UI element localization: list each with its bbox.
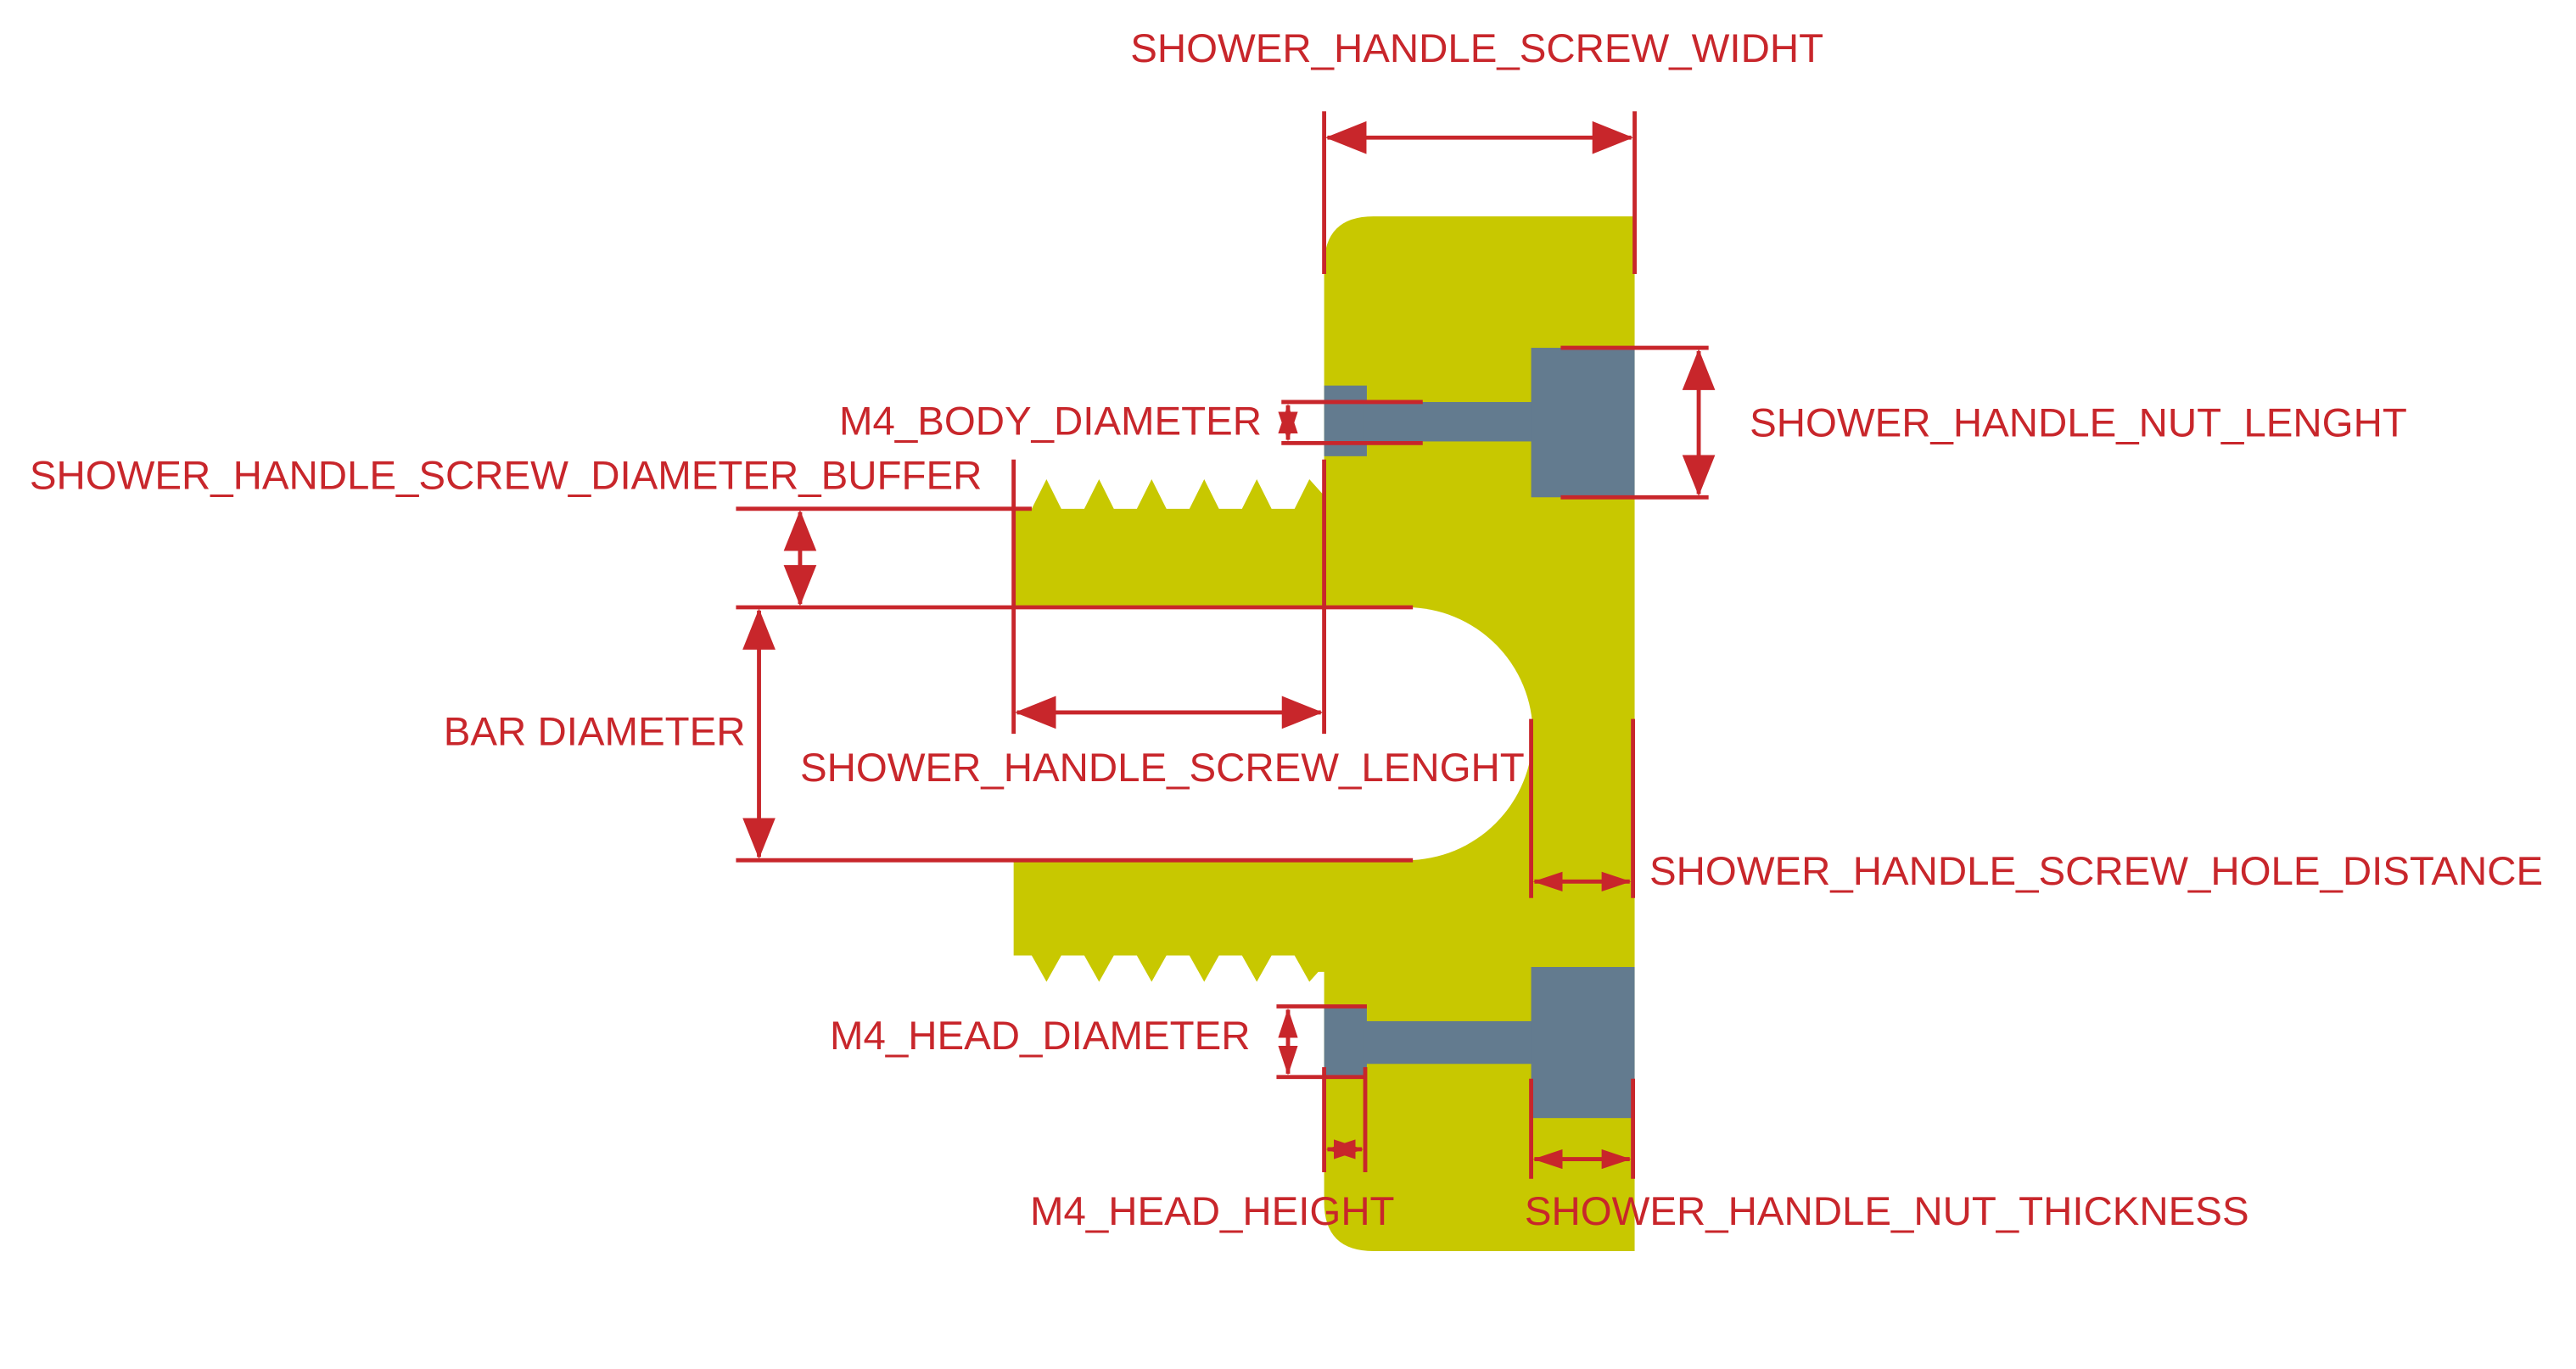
label-m4-head-diameter: M4_HEAD_DIAMETER [830,1014,1250,1059]
dim-bar-diameter [736,605,1414,863]
dim-screw-hole-distance [1529,718,1636,898]
dim-screw-diameter-buffer [736,506,1032,606]
dim-m4-head-height [1322,1067,1368,1173]
upper-screw-head [1324,385,1367,456]
label-screw-length: SHOWER_HANDLE_SCREW_LENGHT [800,746,1525,791]
label-screw-width: SHOWER_HANDLE_SCREW_WIDHT [1130,26,1823,71]
lower-screw-shank [1364,1020,1535,1064]
labels: SHOWER_HANDLE_SCREW_WIDHT SHOWER_HANDLE_… [30,26,2543,1234]
dim-screw-width [1322,111,1637,274]
label-nut-thickness: SHOWER_HANDLE_NUT_THICKNESS [1525,1189,2249,1234]
lower-screw-head [1324,1006,1367,1077]
dim-nut-thickness [1529,1078,1636,1179]
lower-nut [1531,967,1635,1119]
dim-m4-body-diameter [1278,400,1423,445]
label-screw-diameter-buffer: SHOWER_HANDLE_SCREW_DIAMETER_BUFFER [30,454,983,499]
dim-nut-length [1560,345,1716,500]
dim-m4-head-diameter [1276,1004,1367,1080]
label-screw-hole-distance: SHOWER_HANDLE_SCREW_HOLE_DISTANCE [1649,849,2543,894]
label-m4-head-height: M4_HEAD_HEIGHT [1030,1189,1395,1234]
label-m4-body-diameter: M4_BODY_DIAMETER [839,400,1262,444]
bar-cutout [985,606,1533,861]
upper-thread-section [1013,478,1324,607]
dim-screw-length [1011,459,1327,735]
label-bar-diameter: BAR DIAMETER [444,710,746,755]
upper-screw-shank [1364,401,1535,442]
label-nut-length: SHOWER_HANDLE_NUT_LENGHT [1750,401,2407,446]
dimensions [736,111,1716,1179]
lower-thread-section [1013,860,1324,982]
upper-nut [1531,348,1635,498]
